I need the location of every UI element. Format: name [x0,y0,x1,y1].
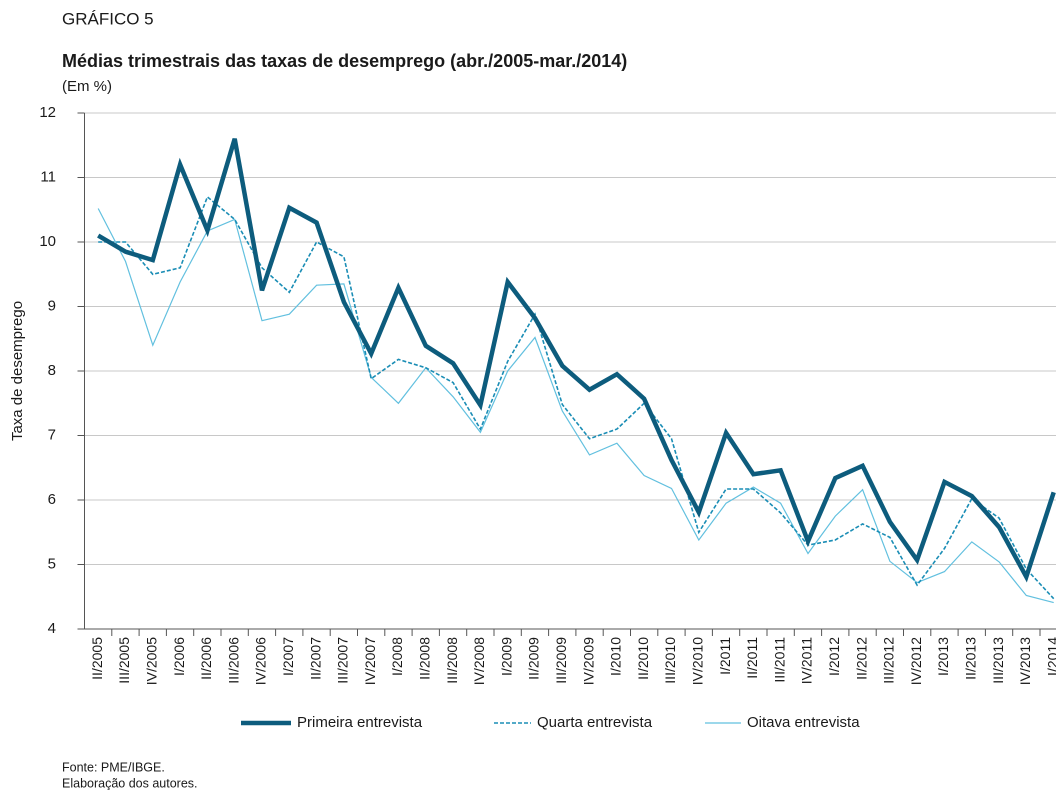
x-tick-label: I/2007 [280,637,296,676]
y-tick-label: 11 [40,168,56,185]
x-tick-label: IV/2010 [689,637,705,685]
source-note: Elaboração dos autores. [62,776,198,790]
x-tick-label: IV/2007 [362,637,378,685]
x-tick-label: III/2008 [444,637,460,684]
y-tick-label: 12 [39,104,56,121]
x-tick-label: IV/2009 [580,637,596,685]
line-series [98,195,1055,600]
x-tick-label: II/2013 [962,637,978,680]
y-tick-label: 5 [48,555,56,572]
x-tick-label: I/2011 [717,637,733,675]
x-tick-label: IV/2006 [253,637,269,685]
legend-label: Oitava entrevista [747,714,860,731]
chart-kicker: GRÁFICO 5 [62,9,154,28]
x-tick-label: III/2009 [553,637,569,684]
x-tick-label: II/2012 [853,637,869,680]
chart-title: Médias trimestrais das taxas de desempre… [62,51,627,71]
legend-label: Primeira entrevista [297,714,423,731]
x-tick-label: III/2007 [335,637,351,684]
x-tick-label: II/2005 [89,637,105,680]
y-tick-label: 10 [39,233,56,250]
line-series [97,138,1056,583]
x-tick-label: III/2006 [225,637,241,684]
x-tick-label: IV/2005 [143,637,159,685]
x-tick-label: I/2008 [389,637,405,676]
x-tick-label: I/2010 [608,637,624,676]
x-tick-label: II/2008 [416,637,432,680]
x-tick-label: I/2014 [1044,637,1056,676]
x-tick-label: III/2013 [990,637,1006,684]
x-tick-label: III/2005 [116,637,132,684]
x-tick-label: I/2006 [171,637,187,676]
x-tick-label: III/2011 [771,637,787,683]
y-tick-label: 4 [48,620,56,637]
y-tick-label: 7 [48,426,56,443]
x-tick-label: II/2009 [526,637,542,680]
y-axis-label: Taxa de desemprego [9,301,26,441]
x-tick-label: IV/2013 [1017,637,1033,685]
x-tick-label: I/2013 [935,637,951,676]
y-tick-label: 8 [48,362,56,379]
y-tick-label: 9 [48,297,56,314]
x-tick-label: II/2007 [307,637,323,680]
chart-subtitle: (Em %) [62,78,112,95]
y-tick-label: 6 [48,491,56,508]
x-tick-label: II/2006 [198,637,214,680]
x-tick-label: I/2009 [498,637,514,676]
x-tick-label: IV/2008 [471,637,487,685]
x-tick-label: III/2012 [881,637,897,684]
x-tick-label: IV/2011 [799,637,815,684]
source-note: Fonte: PME/IBGE. [62,760,165,774]
x-tick-label: II/2011 [744,637,760,679]
line-series [97,208,1054,604]
x-tick-label: IV/2012 [908,637,924,685]
x-tick-label: I/2012 [826,637,842,676]
x-tick-label: II/2010 [635,637,651,680]
legend-label: Quarta entrevista [537,714,653,731]
x-tick-label: III/2010 [662,637,678,684]
